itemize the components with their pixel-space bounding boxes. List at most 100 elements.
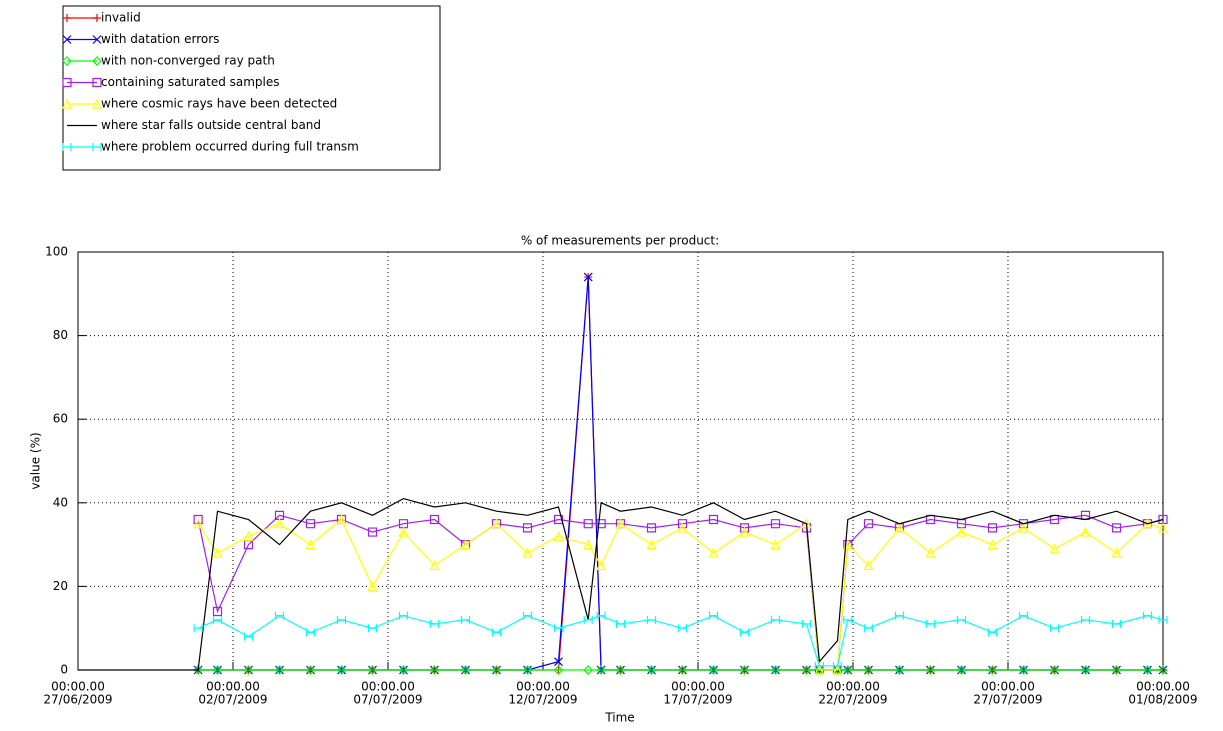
marker [1080,526,1091,537]
x-tick-label: 02/07/2009 [198,693,267,707]
x-tick-label: 00:00.00 [671,680,725,694]
marker [460,539,471,550]
marker [987,539,998,550]
marker [894,665,905,675]
marker [814,661,825,670]
marker [814,664,825,675]
marker [1111,620,1122,629]
marker [596,611,606,620]
marker [243,632,254,641]
marker [801,523,812,533]
marker [398,519,409,529]
marker [596,560,607,571]
marker [274,518,285,529]
marker [987,523,998,533]
y-tick-label: 40 [53,495,68,509]
marker [1158,615,1168,624]
marker [739,665,750,675]
marker [863,519,874,529]
y-tick-label: 100 [45,245,68,259]
marker [553,530,564,541]
marker [62,98,72,109]
marker [646,523,657,533]
marker [646,615,657,624]
marker [305,519,316,529]
series-line [197,518,1164,671]
marker [739,523,750,533]
marker [212,665,223,675]
marker [832,664,843,675]
marker [583,539,594,550]
marker [305,628,316,637]
x-tick-label: 00:00.00 [361,680,415,694]
series-line [197,514,1164,671]
marker [925,620,936,629]
marker [1049,543,1060,554]
marker [553,665,564,675]
marker [596,519,606,529]
x-tick-label: 17/07/2009 [663,693,732,707]
marker [62,35,72,44]
marker [843,615,853,624]
marker [398,665,409,675]
marker [460,665,471,675]
marker [770,615,781,624]
legend-label: with non-converged ray path [101,54,275,68]
marker [770,519,781,529]
marker [832,661,843,670]
marker [62,56,72,66]
marker [925,547,936,558]
marker [63,14,71,22]
marker [1111,665,1122,675]
marker [646,539,657,550]
marker [1080,510,1091,520]
legend-label: with datation errors [101,32,219,46]
y-tick-label: 20 [53,579,68,593]
x-tick-label: 00:00.00 [826,680,880,694]
marker [1111,547,1122,558]
marker [305,665,316,675]
marker [677,519,688,529]
marker [491,518,502,529]
marker [1049,665,1060,675]
marker [429,560,440,571]
marker [243,530,254,541]
marker [1111,523,1122,533]
marker [583,272,593,282]
marker [677,665,688,675]
legend-label: where star falls outside central band [101,118,321,132]
marker [583,665,594,675]
x-axis-title: Time [604,711,634,725]
marker [1018,611,1029,620]
marker [92,143,102,151]
marker [739,628,750,637]
marker [646,665,657,675]
marker [1018,665,1029,675]
legend-box [62,5,441,171]
marker [1142,665,1153,675]
marker [92,56,102,66]
marker [1080,615,1091,624]
marker [894,522,905,533]
series-line [197,614,1164,667]
marker [596,665,606,675]
x-tick-label: 00:00.00 [206,680,260,694]
y-tick-label: 0 [60,663,68,677]
legend-label: where problem occurred during full trans… [101,140,359,154]
marker [956,615,967,624]
marker [956,526,967,537]
x-tick-label: 00:00.00 [51,680,105,694]
legend-label: invalid [101,11,141,25]
marker [1049,624,1060,633]
marker [305,539,316,550]
legend-label: containing saturated samples [101,75,280,89]
marker [1158,522,1168,533]
marker [583,615,593,624]
marker [429,620,440,629]
x-tick-label: 00:00.00 [1136,680,1190,694]
marker [193,624,203,633]
marker [708,665,719,675]
marker [274,510,285,520]
x-tick-label: 22/07/2009 [818,693,887,707]
marker [522,523,533,533]
